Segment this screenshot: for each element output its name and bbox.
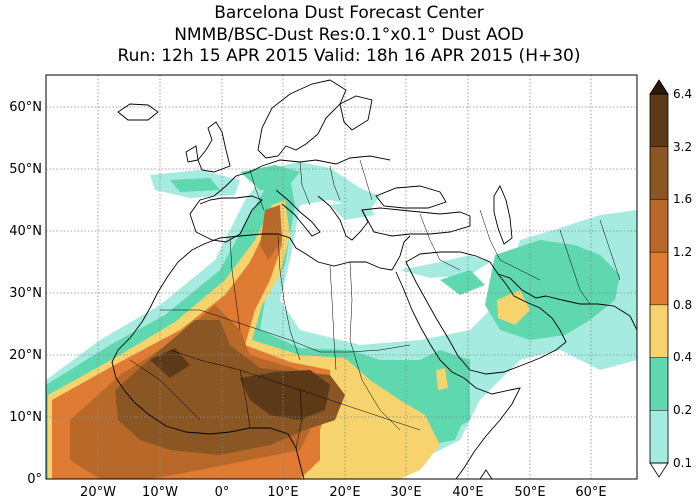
lon-label-20e: 20°E	[329, 485, 360, 500]
lon-labels: 20°W 10°W 0° 10°E 20°E 30°E 40°E 50°E 60…	[80, 485, 607, 500]
colorbar-bin-3.2	[650, 94, 668, 147]
colorbar-label-1.6: 1.6	[673, 192, 692, 206]
colorbar-bin-0.2	[650, 357, 668, 411]
dust-aod-field	[46, 162, 637, 479]
lon-label-60e: 60°E	[575, 485, 606, 500]
colorbar-bin-0.1	[650, 410, 668, 463]
lon-label-40e: 40°E	[452, 485, 483, 500]
colorbar-label-0.4: 0.4	[673, 350, 692, 364]
lat-labels: 60°N 50°N 40°N 30°N 20°N 10°N 0°	[9, 100, 42, 487]
title-line-3: Run: 12h 15 APR 2015 Valid: 18h 16 APR 2…	[117, 46, 581, 66]
colorbar-bins	[650, 94, 668, 464]
lon-label-20w: 20°W	[80, 485, 116, 500]
gridlines	[46, 75, 637, 479]
lat-label-60n: 60°N	[9, 100, 42, 115]
title-line-1: Barcelona Dust Forecast Center	[214, 3, 484, 23]
lon-label-50e: 50°E	[514, 485, 545, 500]
lat-label-50n: 50°N	[9, 162, 42, 177]
colorbar-label-6.4: 6.4	[673, 87, 692, 101]
colorbar-bin-0.4	[650, 304, 668, 358]
lat-label-40n: 40°N	[9, 224, 42, 239]
colorbar-labels: 0.1 0.2 0.4 0.8 1.2 1.6 3.2 6.4	[673, 87, 692, 470]
lat-label-20n: 20°N	[9, 348, 42, 363]
lat-label-10n: 10°N	[9, 410, 42, 425]
coastlines	[111, 79, 637, 479]
colorbar-bin-1.2	[650, 199, 668, 253]
colorbar-extend-min	[649, 462, 669, 478]
colorbar-label-0.2: 0.2	[673, 403, 692, 417]
map-frame	[45, 74, 638, 480]
colorbar-label-3.2: 3.2	[673, 140, 692, 154]
title-line-2: NMMB/BSC-Dust Res:0.1°x0.1° Dust AOD	[174, 25, 524, 45]
lat-label-0: 0°	[27, 472, 42, 487]
lon-label-10w: 10°W	[142, 485, 178, 500]
lon-label-0: 0°	[215, 485, 230, 500]
lon-label-30e: 30°E	[390, 485, 421, 500]
colorbar-label-0.1: 0.1	[673, 456, 692, 470]
colorbar-label-0.8: 0.8	[673, 298, 692, 312]
lat-label-30n: 30°N	[9, 286, 42, 301]
colorbar-extend-max	[649, 79, 669, 95]
colorbar-frame	[649, 93, 669, 464]
colorbar: 0.1 0.2 0.4 0.8 1.2 1.6 3.2 6.4	[649, 79, 692, 478]
country-borders	[129, 159, 621, 449]
colorbar-label-1.2: 1.2	[673, 245, 692, 259]
colorbar-bin-1.6	[650, 146, 668, 200]
lon-label-10e: 10°E	[267, 485, 298, 500]
colorbar-bin-0.8	[650, 252, 668, 305]
